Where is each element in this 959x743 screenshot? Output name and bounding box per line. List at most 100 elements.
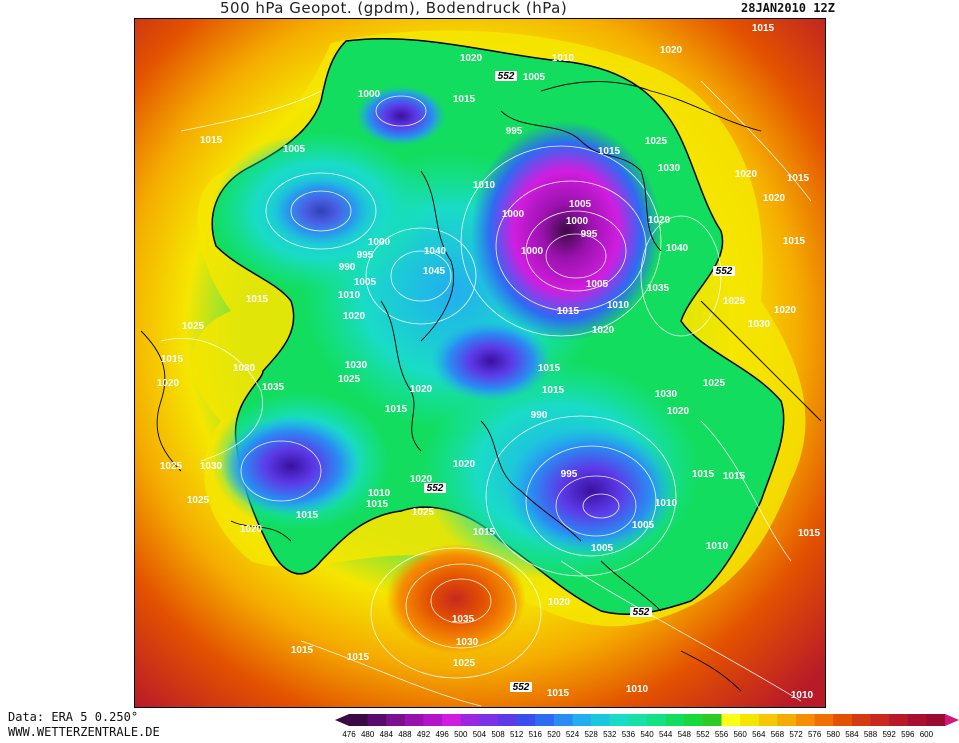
contour-552-label-box bbox=[630, 607, 652, 617]
colorbar-tick-label: 552 bbox=[696, 730, 710, 739]
isobar-label: 995 bbox=[506, 126, 523, 137]
trough-central bbox=[431, 321, 551, 401]
geopotential-contour-label: 552 bbox=[498, 71, 515, 82]
isobar-label: 1025 bbox=[703, 378, 726, 389]
isobar-label: 1020 bbox=[157, 378, 180, 389]
geopotential-contour-label: 552 bbox=[427, 483, 444, 494]
colorbar-tick-label: 524 bbox=[566, 730, 580, 739]
trough-north bbox=[471, 121, 661, 341]
isobar-label: 1000 bbox=[566, 216, 589, 227]
isobar-label: 1020 bbox=[460, 53, 483, 64]
colorbar-swatch bbox=[460, 714, 480, 726]
isobar-label: 1015 bbox=[347, 652, 370, 663]
isobar-label: 1025 bbox=[453, 658, 476, 669]
isobar-label: 1005 bbox=[283, 144, 306, 155]
contour-552-label-box bbox=[495, 71, 517, 81]
isobar-label: 1015 bbox=[798, 528, 821, 539]
isobar-label: 1020 bbox=[453, 459, 476, 470]
colorbar-tick-label: 548 bbox=[678, 730, 692, 739]
colorbar-tick-label: 544 bbox=[659, 730, 673, 739]
isobar-label: 1005 bbox=[591, 543, 614, 554]
isobar-label: 1015 bbox=[473, 527, 496, 538]
isobar-label: 1020 bbox=[240, 524, 263, 535]
colorbar-swatch bbox=[870, 714, 890, 726]
isobar-label: 1015 bbox=[723, 471, 746, 482]
colorbar-tick-label: 516 bbox=[529, 730, 543, 739]
isobar-label: 1030 bbox=[748, 319, 771, 330]
isobar-label: 1040 bbox=[424, 246, 447, 257]
isobar-label: 1010 bbox=[368, 488, 391, 499]
isobar-label: 1015 bbox=[291, 645, 314, 656]
isobar-label: 1030 bbox=[200, 461, 223, 472]
colorbar-tick-label: 496 bbox=[435, 730, 449, 739]
colorbar-max-arrow bbox=[945, 714, 959, 726]
isobar-label: 1020 bbox=[735, 169, 758, 180]
website-link[interactable]: WWW.WETTERZENTRALE.DE bbox=[8, 725, 160, 739]
isobar-label: 1040 bbox=[666, 243, 689, 254]
colorbar-tick-label: 504 bbox=[473, 730, 487, 739]
isobar-label: 1020 bbox=[774, 305, 797, 316]
colorbar-swatch bbox=[386, 714, 406, 726]
colorbar-tick-label: 520 bbox=[547, 730, 561, 739]
contour-552-label-box bbox=[713, 266, 735, 276]
colorbar-swatch bbox=[702, 714, 722, 726]
trough-southwest bbox=[221, 416, 361, 516]
colorbar-swatch bbox=[479, 714, 499, 726]
isobar-label: 1015 bbox=[542, 385, 565, 396]
colorbar-tick-label: 584 bbox=[845, 730, 859, 739]
isobars bbox=[160, 80, 812, 707]
isobar-label: 990 bbox=[339, 262, 356, 273]
footer-credits: Data: ERA 5 0.250° WWW.WETTERZENTRALE.DE bbox=[8, 710, 160, 740]
isobar-label: 1010 bbox=[626, 684, 649, 695]
isobar-label: 1015 bbox=[385, 404, 408, 415]
isobar-label: 1015 bbox=[783, 236, 806, 247]
isobar-label: 1020 bbox=[763, 193, 786, 204]
isobar-label: 1005 bbox=[586, 279, 609, 290]
isobar-label: 995 bbox=[581, 229, 598, 240]
isobar-label: 1010 bbox=[552, 53, 575, 64]
colorbar-swatch bbox=[777, 714, 797, 726]
colorbar-tick-label: 588 bbox=[864, 730, 878, 739]
colorbar-tick-label: 488 bbox=[398, 730, 412, 739]
colorbar-swatch bbox=[926, 714, 946, 726]
colorbar-swatch bbox=[758, 714, 778, 726]
isobar-label: 1015 bbox=[752, 23, 775, 34]
colorbar-swatch bbox=[553, 714, 573, 726]
geopotential-contour-label: 552 bbox=[633, 607, 650, 618]
isobar-label: 1015 bbox=[598, 146, 621, 157]
isobar-label: 1025 bbox=[723, 296, 746, 307]
isobar-label: 1020 bbox=[592, 325, 615, 336]
isobar-label: 1020 bbox=[410, 474, 433, 485]
isobar-label: 1000 bbox=[502, 209, 525, 220]
colorbar-tick-label: 480 bbox=[361, 730, 375, 739]
colorbar-tick-label: 492 bbox=[417, 730, 431, 739]
colorbar-swatch bbox=[609, 714, 629, 726]
colorbar-tick-label: 500 bbox=[454, 730, 468, 739]
isobar-label: 1030 bbox=[655, 389, 678, 400]
isobar-label: 1015 bbox=[787, 173, 810, 184]
colorbar-swatch bbox=[423, 714, 443, 726]
colorbar-tick-label: 560 bbox=[733, 730, 747, 739]
colorbar-tick-label: 576 bbox=[808, 730, 822, 739]
isobar-label: 1020 bbox=[667, 406, 690, 417]
isobar-label: 1035 bbox=[452, 614, 475, 625]
isobar-label: 1015 bbox=[453, 94, 476, 105]
isobar-label: 1030 bbox=[233, 363, 256, 374]
colorbar-tick-label: 512 bbox=[510, 730, 524, 739]
colorbar-tick-label: 484 bbox=[380, 730, 394, 739]
isobar-label: 1010 bbox=[607, 300, 630, 311]
colorbar-swatch bbox=[721, 714, 741, 726]
isobar-label: 1010 bbox=[791, 690, 814, 701]
isobar-label: 1030 bbox=[456, 637, 479, 648]
isobar-label: 1015 bbox=[692, 469, 715, 480]
isobar-label: 1025 bbox=[412, 507, 435, 518]
colorbar-swatch bbox=[572, 714, 592, 726]
trough-south bbox=[506, 426, 676, 556]
isobar-label: 1015 bbox=[538, 363, 561, 374]
colorbar-legend: 476 480 484 488 492 496 500 504 508 512 516 520 524 5… bbox=[335, 713, 959, 739]
isobar-label: 1015 bbox=[200, 135, 223, 146]
colorbar-swatch bbox=[367, 714, 387, 726]
colorbar-tick-label: 532 bbox=[603, 730, 617, 739]
isobar-label: 1010 bbox=[706, 541, 729, 552]
